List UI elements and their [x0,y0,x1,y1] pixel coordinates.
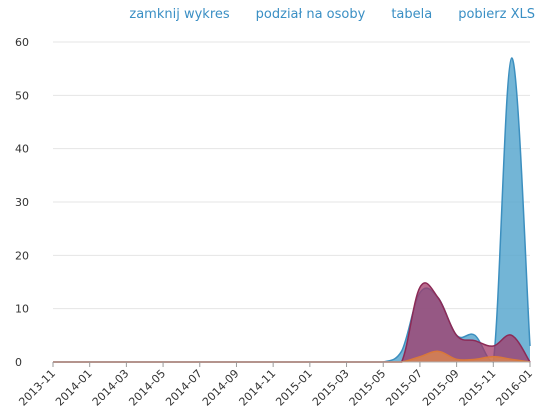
x-tick-label: 2014-09 [200,367,242,409]
x-tick-label: 2015-01 [273,367,315,409]
x-tick-label: 2013-11 [16,367,58,409]
x-tick-label: 2015-03 [310,367,352,409]
download-xls-link[interactable]: pobierz XLS [458,7,535,22]
x-tick-label: 2014-11 [237,367,279,409]
grid-lines [53,41,530,363]
x-tick-label: 2014-01 [53,367,95,409]
x-tick-label: 2015-09 [420,367,462,409]
y-tick-label: 40 [15,143,29,156]
x-tick-label: 2014-03 [90,367,132,409]
y-tick-label: 10 [15,303,29,316]
series-line-1 [52,57,531,363]
y-tick-label: 0 [15,356,22,369]
table-link[interactable]: tabela [391,7,433,22]
close-chart-link[interactable]: zamknij wykres [129,7,230,22]
x-tick-label: 2014-07 [163,367,205,409]
x-tick-label: 2016-01 [493,367,535,409]
series-area-1 [53,57,530,363]
y-tick-label: 50 [15,89,29,102]
x-tick-label: 2014-05 [127,367,169,409]
x-tick-label: 2015-07 [383,367,425,409]
chart-toolbar: zamknij wykres podział na osoby tabela p… [129,7,535,22]
y-tick-label: 30 [15,196,29,209]
y-tick-label: 60 [15,36,29,49]
per-person-link[interactable]: podział na osoby [255,7,366,22]
x-tick-label: 2015-11 [457,367,499,409]
series-area-2 [53,282,530,362]
y-tick-label: 20 [15,249,29,262]
x-tick-label: 2015-05 [347,367,389,409]
series-layer [52,57,531,363]
series-area-3 [53,351,530,362]
